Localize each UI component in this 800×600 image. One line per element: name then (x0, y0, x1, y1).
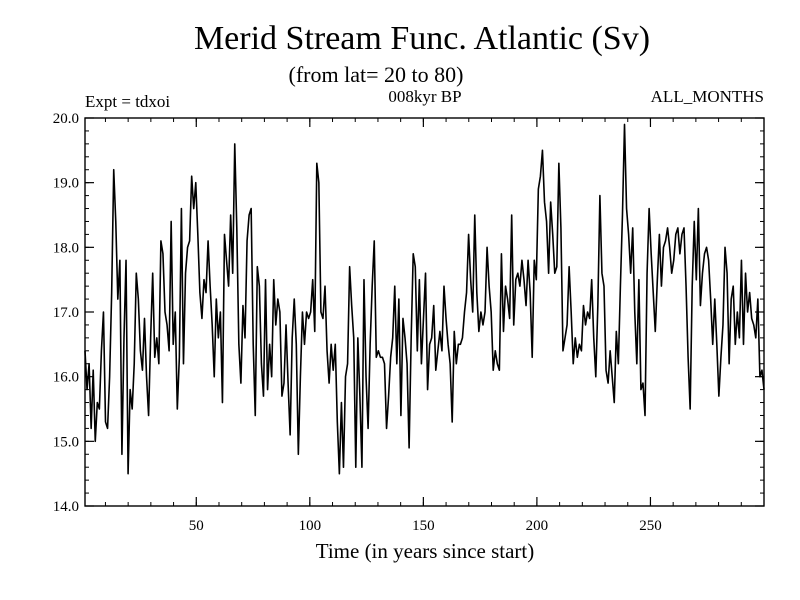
x-tick-label: 50 (189, 518, 204, 534)
y-tick-label: 20.0 (53, 111, 79, 127)
experiment-label: Expt = tdxoi (85, 92, 170, 111)
period-label: 008kyr BP (388, 87, 461, 106)
x-tick-label: 100 (299, 518, 322, 534)
x-axis: 50 100 150 200 250 (104, 118, 742, 534)
chart-title: Merid Stream Func. Atlantic (Sv) (194, 20, 650, 57)
months-label: ALL_MONTHS (651, 87, 764, 106)
y-axis: 14.0 15.0 16.0 17.0 18.0 19.0 20.0 (53, 111, 764, 515)
x-tick-label: 250 (639, 518, 662, 534)
y-tick-label: 19.0 (53, 176, 79, 192)
y-tick-label: 17.0 (53, 305, 79, 321)
y-tick-label: 15.0 (53, 434, 79, 450)
y-tick-label: 18.0 (53, 240, 79, 256)
y-tick-label: 14.0 (53, 499, 79, 515)
series-line (84, 123, 765, 475)
x-axis-label: Time (in years since start) (316, 539, 535, 563)
chart-subtitle: (from lat= 20 to 80) (289, 62, 464, 87)
y-tick-label: 16.0 (53, 370, 79, 386)
x-tick-label: 200 (526, 518, 549, 534)
x-tick-label: 150 (412, 518, 435, 534)
